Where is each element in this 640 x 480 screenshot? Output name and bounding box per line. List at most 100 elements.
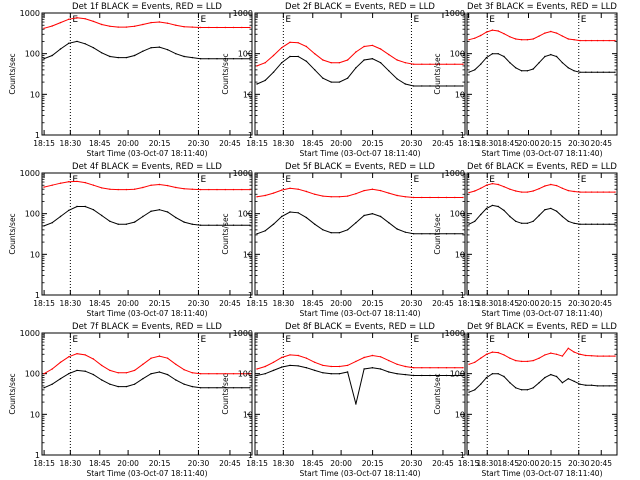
event-marker-label: E <box>72 15 78 25</box>
data-point-events <box>396 78 398 80</box>
data-point-lld <box>346 195 349 197</box>
y-tick-label: 10 <box>243 90 253 99</box>
data-point-lld <box>330 196 332 198</box>
data-point-lld <box>43 186 45 188</box>
data-point-events <box>272 369 275 372</box>
data-point-lld <box>550 183 552 186</box>
data-point-lld <box>532 38 534 40</box>
data-point-lld <box>526 360 529 363</box>
data-point-events <box>241 58 243 60</box>
data-point-lld <box>272 361 275 363</box>
event-marker-label: E <box>285 335 291 345</box>
data-point-events <box>371 58 374 60</box>
data-point-events <box>224 224 226 226</box>
data-point-events <box>191 385 193 388</box>
x-tick-label: 20:15 <box>149 459 171 468</box>
y-axis-label: Counts/sec <box>433 213 442 254</box>
data-point-lld <box>509 36 511 38</box>
data-point-events <box>497 373 499 375</box>
data-point-lld <box>567 189 569 192</box>
data-point-events <box>412 233 415 235</box>
data-point-events <box>404 373 406 376</box>
data-point-events <box>550 373 552 376</box>
data-point-events <box>92 373 95 376</box>
y-tick-label: 100 <box>238 370 253 379</box>
data-point-lld <box>520 191 523 193</box>
data-point-events <box>322 372 324 374</box>
data-point-lld <box>515 190 517 192</box>
data-point-events <box>412 374 415 377</box>
x-tick-label: 20:00 <box>117 459 139 468</box>
data-point-lld <box>573 190 575 193</box>
data-point-events <box>43 58 45 60</box>
data-point-events <box>544 55 546 58</box>
series-line-events <box>468 373 615 393</box>
data-point-lld <box>51 25 53 27</box>
plot-frame <box>466 172 618 296</box>
data-point-events <box>76 205 78 208</box>
data-point-lld <box>272 192 275 194</box>
data-point-events <box>272 71 275 73</box>
y-tick-label: 1 <box>35 451 40 460</box>
data-point-lld <box>396 194 398 197</box>
event-marker-label: E <box>581 175 587 185</box>
data-point-events <box>166 49 169 51</box>
data-point-events <box>322 229 324 231</box>
plot-frame <box>41 172 253 296</box>
data-point-events <box>199 58 202 60</box>
data-point-events <box>429 233 431 235</box>
data-point-events <box>208 58 210 60</box>
data-point-events <box>297 365 299 367</box>
series-line-events <box>256 56 463 87</box>
y-tick-label: 1 <box>248 131 253 140</box>
data-point-events <box>520 389 523 391</box>
data-point-lld <box>158 21 161 23</box>
data-point-events <box>363 368 365 370</box>
data-point-lld <box>550 352 552 354</box>
series-line-lld <box>468 347 615 365</box>
data-point-lld <box>76 180 78 183</box>
data-point-events <box>133 54 136 57</box>
x-axis-label: Start Time (03-Oct-07 18:11:40) <box>299 309 420 318</box>
data-point-events <box>497 53 499 55</box>
data-point-lld <box>573 39 575 41</box>
data-point-events <box>491 373 494 375</box>
data-point-lld <box>224 26 226 29</box>
data-point-events <box>224 387 226 389</box>
y-tick-label: 1 <box>460 131 465 140</box>
data-point-events <box>208 387 210 389</box>
x-axis-label: Start Time (03-Oct-07 18:11:40) <box>86 149 207 158</box>
series-line-lld <box>43 180 250 191</box>
data-point-lld <box>117 188 119 191</box>
data-point-lld <box>396 59 398 61</box>
x-tick-label: 18:15 <box>458 299 480 308</box>
data-point-lld <box>573 351 575 353</box>
data-point-events <box>68 373 70 375</box>
data-point-lld <box>474 361 476 363</box>
x-tick-label: 18:15 <box>458 139 480 148</box>
data-point-events <box>150 210 152 212</box>
panel-det-9: Det 9f BLACK = Events, RED = LLD 1 10 100 10… <box>433 322 618 478</box>
data-point-events <box>297 212 299 214</box>
data-point-lld <box>150 21 152 24</box>
panel-det-6: Det 6f BLACK = Events, RED = LLD 1 10 100 10… <box>433 162 618 318</box>
data-point-events <box>614 385 616 387</box>
data-point-lld <box>497 351 499 354</box>
x-tick-label: 18:15 <box>33 139 55 148</box>
data-point-lld <box>468 191 470 194</box>
data-point-events <box>322 77 324 79</box>
data-point-lld <box>84 18 86 20</box>
data-point-events <box>555 210 558 212</box>
data-point-events <box>43 387 45 389</box>
data-point-lld <box>526 39 529 41</box>
series-line-lld <box>43 353 250 375</box>
data-point-events <box>485 376 488 379</box>
y-tick-label: 1000 <box>445 9 465 18</box>
x-tick-label: 18:30 <box>273 139 295 148</box>
data-point-lld <box>555 353 558 355</box>
data-point-events <box>150 373 152 375</box>
data-point-events <box>379 62 382 64</box>
data-point-events <box>614 71 616 73</box>
x-tick-label: 20:45 <box>590 299 612 308</box>
data-point-lld <box>158 355 161 357</box>
